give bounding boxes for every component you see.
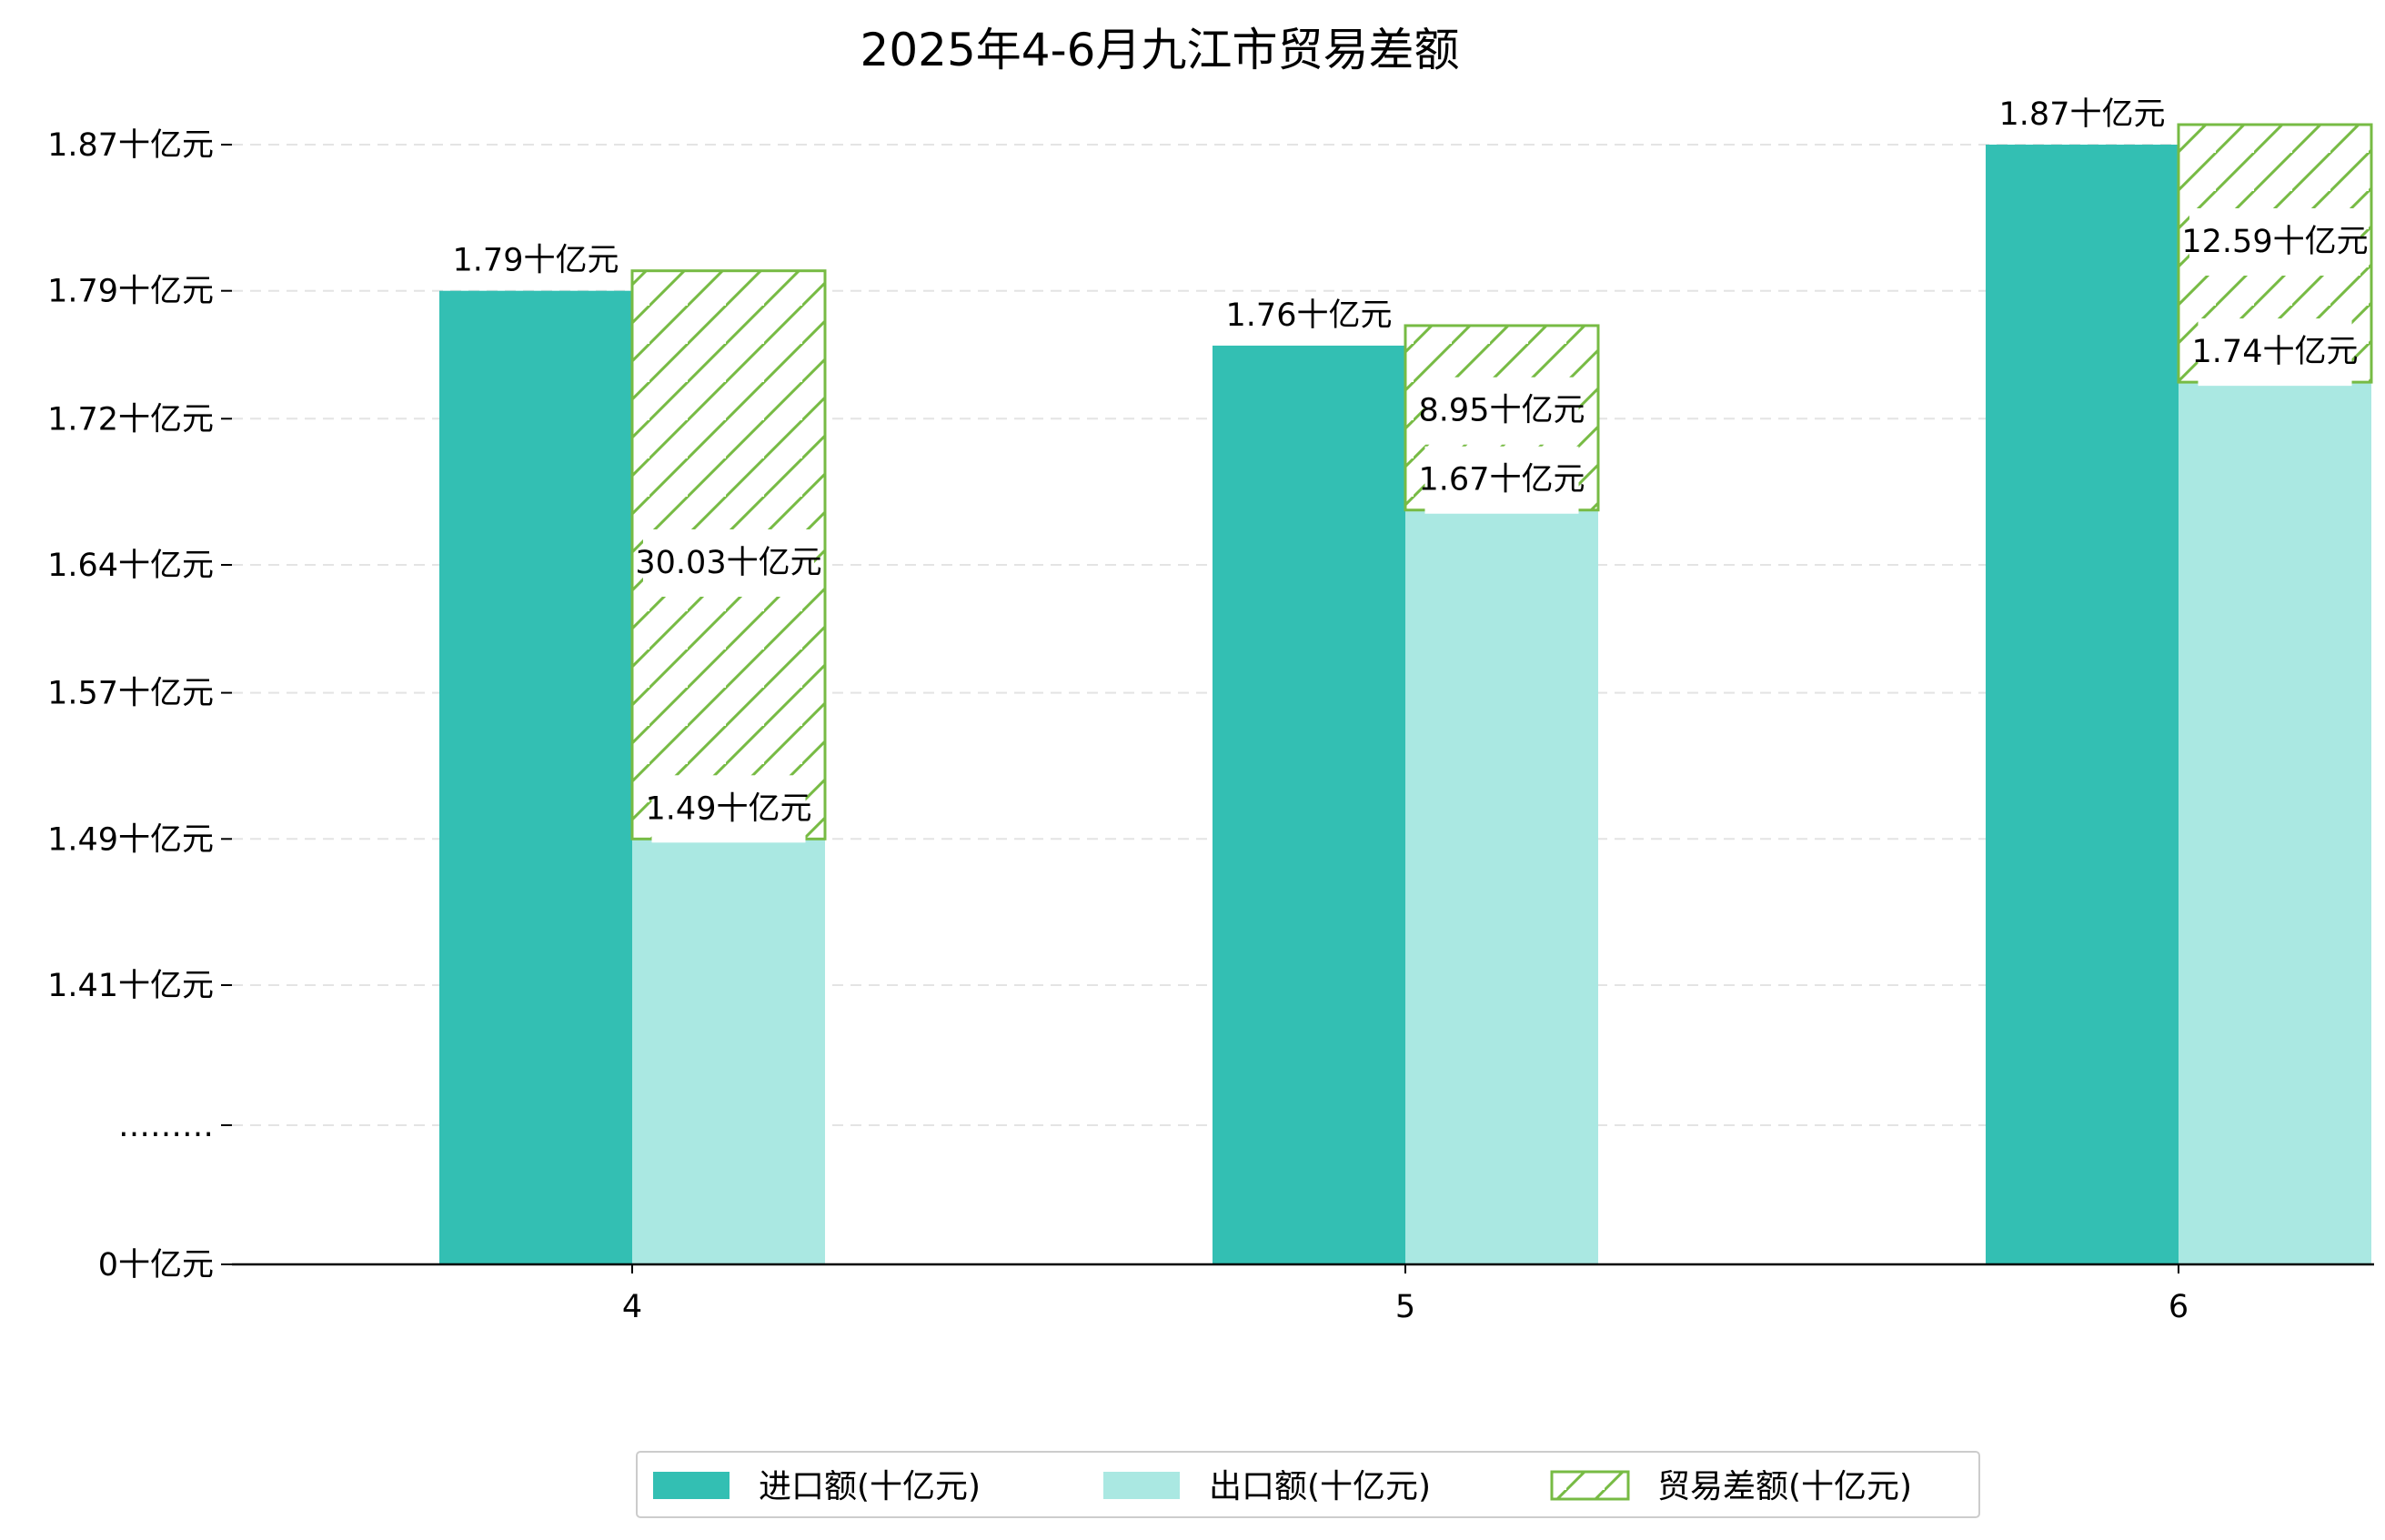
- bar-export-5: [1405, 509, 1598, 1264]
- label-export-6: 1.74十亿元: [2192, 334, 2359, 370]
- x-tick-label: 5: [1395, 1289, 1415, 1325]
- x-tick-label: 4: [622, 1289, 642, 1325]
- label-balance-6: 12.59十亿元: [2181, 224, 2368, 260]
- label-export-4-bg: [651, 775, 806, 843]
- bar-export-6: [2179, 382, 2371, 1264]
- y-tick-label: 1.72十亿元: [47, 401, 214, 438]
- y-tick-label: 1.87十亿元: [47, 127, 214, 164]
- y-tick-label: ………: [118, 1108, 214, 1144]
- label-export-4: 1.49十亿元: [646, 790, 812, 827]
- legend-swatch-2: [1550, 1470, 1630, 1501]
- label-balance-6-bg: [2189, 208, 2360, 276]
- data-labels: 1.79十亿元 1.49十亿元 30.03十亿元 1.76十亿元 1.67十亿元 8.95…: [453, 96, 2369, 843]
- bar-export-4: [632, 839, 825, 1264]
- label-balance-4-bg: [643, 529, 814, 597]
- bar-import-5: [1213, 345, 1405, 1264]
- bar-import-6: [1986, 145, 2179, 1264]
- label-import-5: 1.76十亿元: [1226, 297, 1393, 334]
- legend-label-1: 出口额(十亿元): [1209, 1468, 1431, 1505]
- legend-label-0: 进口额(十亿元): [759, 1468, 981, 1505]
- y-tick-label: 1.57十亿元: [47, 676, 214, 712]
- label-export-5: 1.67十亿元: [1419, 462, 1585, 498]
- label-balance-4: 30.03十亿元: [635, 545, 821, 581]
- legend-swatch-1: [1103, 1472, 1180, 1499]
- bars: [439, 123, 2373, 1264]
- y-tick-label: 1.49十亿元: [47, 821, 214, 858]
- label-import-4: 1.79十亿元: [453, 243, 619, 279]
- legend-box: [636, 1451, 1980, 1518]
- bar-import-4: [439, 290, 632, 1264]
- chart-title: 2025年4-6月九江市贸易差额: [860, 24, 1460, 76]
- legend-swatch-0: [653, 1472, 730, 1499]
- legend-label-2: 贸易差额(十亿元): [1657, 1468, 1912, 1505]
- y-tick-label: 1.64十亿元: [47, 548, 214, 584]
- label-balance-5-bg: [1424, 377, 1579, 445]
- legend: 进口额(十亿元) 出口额(十亿元) 贸易差额(十亿元): [636, 1451, 1980, 1518]
- y-tick-label: 1.41十亿元: [47, 968, 214, 1004]
- label-import-6: 1.87十亿元: [1999, 96, 2166, 133]
- label-balance-5: 8.95十亿元: [1419, 393, 1585, 429]
- axes: 0十亿元 ……… 1.41十亿元 1.49十亿元 1.57十亿元 1.64十亿元 1.72十…: [47, 127, 2374, 1325]
- x-tick-label: 6: [2169, 1289, 2189, 1325]
- label-export-6-bg: [2198, 318, 2352, 387]
- label-export-5-bg: [1424, 446, 1579, 514]
- y-tick-label: 0十亿元: [98, 1247, 214, 1283]
- y-tick-label: 1.79十亿元: [47, 274, 214, 310]
